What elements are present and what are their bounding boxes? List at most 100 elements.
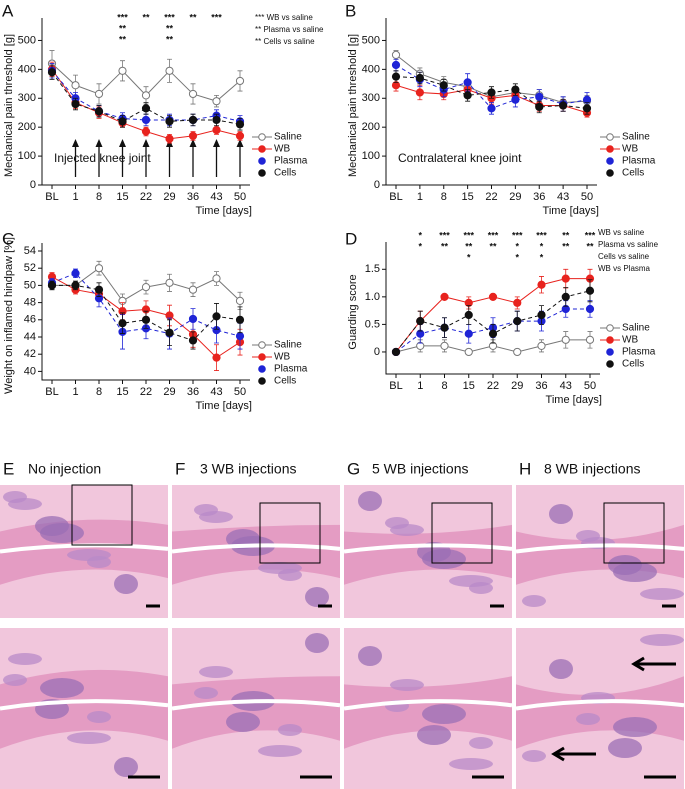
y-tick-label: 200 xyxy=(362,121,380,133)
panel-label: F xyxy=(175,459,185,478)
panel-label: H xyxy=(519,459,531,478)
legend-label: Saline xyxy=(622,132,650,143)
marrow xyxy=(390,679,424,691)
panel-label: D xyxy=(345,229,357,248)
series-line xyxy=(51,70,241,122)
significance-key: WB vs saline xyxy=(598,228,645,237)
legend-marker xyxy=(258,169,266,177)
significance: *** xyxy=(164,12,175,22)
data-point xyxy=(235,296,245,305)
marrow xyxy=(640,588,684,600)
legend-marker xyxy=(606,336,614,344)
marrow xyxy=(358,646,382,666)
x-tick-label: 36 xyxy=(533,191,545,203)
x-tick-label: 15 xyxy=(463,380,475,392)
data-point xyxy=(235,76,245,86)
y-tick-label: 100 xyxy=(18,150,36,162)
joint-space xyxy=(343,543,513,554)
significance-key: *** WB vs saline xyxy=(255,13,313,22)
x-tick-label: 29 xyxy=(511,380,523,392)
data-point xyxy=(416,316,425,326)
data-point xyxy=(212,97,221,106)
marrow xyxy=(613,562,657,582)
x-tick-label: 36 xyxy=(187,386,199,398)
x-tick-label: BL xyxy=(45,191,58,203)
data-point xyxy=(537,280,546,289)
significance: ** xyxy=(489,241,497,251)
marrow xyxy=(87,711,111,723)
data-point xyxy=(415,88,424,97)
data-point xyxy=(440,341,449,350)
legend-label: Plasma xyxy=(274,364,308,375)
data-point xyxy=(94,89,104,99)
data-point xyxy=(391,347,401,357)
data-point xyxy=(235,131,245,140)
y-tick-label: 40 xyxy=(24,365,36,377)
data-point xyxy=(582,104,592,113)
marrow xyxy=(305,633,329,653)
data-point xyxy=(513,347,522,357)
legend-marker xyxy=(606,133,614,141)
x-tick-label: 1 xyxy=(72,191,78,203)
data-point xyxy=(535,92,544,101)
arrow-head xyxy=(236,139,244,147)
marrow xyxy=(114,574,138,594)
x-tick-label: BL xyxy=(389,380,402,392)
legend-label: Plasma xyxy=(622,347,656,358)
data-point xyxy=(47,68,57,77)
significance: ** xyxy=(142,12,150,22)
y-tick-label: 48 xyxy=(24,297,36,309)
data-point xyxy=(212,125,221,135)
arrow-head xyxy=(189,139,197,147)
data-point xyxy=(212,274,221,283)
significance: ** xyxy=(441,241,449,251)
data-point xyxy=(188,115,198,125)
joint-space xyxy=(0,699,169,711)
x-tick-label: 50 xyxy=(234,191,246,203)
x-tick-label: 22 xyxy=(485,191,497,203)
data-point xyxy=(559,101,568,110)
marrow xyxy=(449,758,493,770)
data-point xyxy=(391,72,401,81)
axes xyxy=(385,242,600,375)
significance: *** xyxy=(512,230,523,240)
data-point xyxy=(511,95,520,104)
legend-label: Plasma xyxy=(622,156,656,167)
data-point xyxy=(585,335,595,344)
data-point xyxy=(440,292,449,301)
significance: * xyxy=(515,241,519,251)
legend-marker xyxy=(606,169,614,177)
data-point xyxy=(464,347,473,357)
significance: *** xyxy=(585,230,596,240)
annotation: Injected knee joint xyxy=(54,151,151,165)
x-tick-label: BL xyxy=(45,386,58,398)
data-point xyxy=(71,81,80,90)
marrow xyxy=(194,687,218,699)
data-point xyxy=(188,285,198,294)
marrow xyxy=(549,504,573,524)
x-tick-label: 22 xyxy=(487,380,499,392)
data-point xyxy=(561,292,570,301)
legend-marker xyxy=(258,353,266,361)
data-point xyxy=(188,131,198,140)
data-point xyxy=(439,81,448,90)
data-point xyxy=(141,283,151,292)
data-point xyxy=(71,281,80,290)
legend-marker xyxy=(258,133,266,141)
marrow xyxy=(3,674,27,686)
legend-label: Plasma xyxy=(274,156,308,167)
marrow xyxy=(8,653,42,665)
marrow xyxy=(226,712,260,732)
x-axis-label: Time [days] xyxy=(196,400,252,412)
panel-title: No injection xyxy=(28,461,101,477)
x-tick-label: 8 xyxy=(96,386,102,398)
significance: ** xyxy=(166,23,174,33)
data-point xyxy=(391,60,401,70)
significance: *** xyxy=(439,230,450,240)
marrow xyxy=(40,523,84,543)
data-point xyxy=(165,66,174,75)
legend-marker xyxy=(258,377,266,385)
data-point xyxy=(537,310,546,320)
y-tick-label: 44 xyxy=(24,331,36,343)
